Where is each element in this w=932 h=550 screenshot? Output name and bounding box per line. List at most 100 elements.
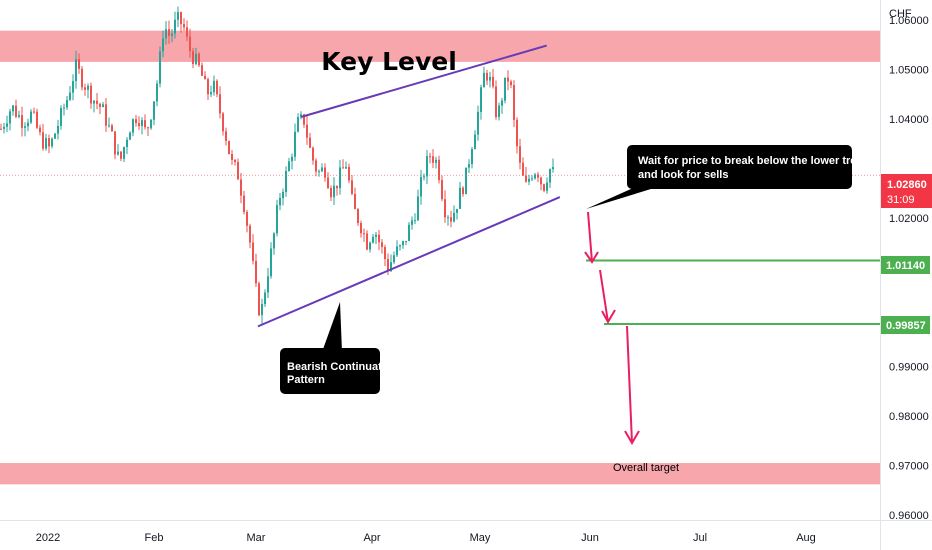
candle-body <box>309 137 311 148</box>
candle-body <box>264 292 266 305</box>
candle-body <box>96 100 98 104</box>
candle-body <box>426 156 428 177</box>
candle-body <box>465 167 467 195</box>
candle-body <box>543 184 545 191</box>
candle-body <box>252 242 254 261</box>
candle-body <box>366 233 368 250</box>
candle-body <box>66 99 68 108</box>
candle-body <box>294 131 296 157</box>
breakout-callout-box <box>627 145 852 189</box>
candle-body <box>204 75 206 80</box>
candle-body <box>297 117 299 132</box>
price-axis[interactable]: CHF 1.06000 1.05000 1.04000 1.02000 0.99000 0… <box>880 0 932 550</box>
last-price-countdown: 31:09 <box>887 194 915 206</box>
price-tick-2: 1.04000 <box>889 114 929 126</box>
candle-body <box>435 159 437 163</box>
breakout-note-line-1: Wait for price to break below the lower … <box>638 155 889 167</box>
candle-body <box>3 126 5 129</box>
breakout-note-line-2: and look for sells <box>638 169 728 181</box>
candle-body <box>267 276 269 293</box>
candle-body <box>63 107 65 109</box>
candle-body <box>381 242 383 248</box>
upper-trendline[interactable] <box>301 44 547 118</box>
candle-body <box>333 185 335 198</box>
candle-body <box>456 208 458 213</box>
candle-body <box>210 92 212 95</box>
candle-body <box>18 115 20 117</box>
candle-body <box>201 65 203 76</box>
candle-body <box>237 162 239 180</box>
arrow-2-shaft <box>599 269 609 323</box>
candle-body <box>216 80 218 95</box>
candle-body <box>342 167 344 169</box>
candle-body <box>195 53 197 64</box>
candle-body <box>225 131 227 141</box>
candle-body <box>402 241 404 246</box>
candle-body <box>285 171 287 193</box>
pattern-callout-box <box>280 348 380 394</box>
plot-area[interactable]: Key Level Overall target Wait for price … <box>0 0 889 520</box>
candle-body <box>99 103 101 108</box>
candle-body <box>321 167 323 172</box>
overall-target-label: Overall target <box>613 462 679 474</box>
candle-body <box>117 151 119 155</box>
arrow-3-head <box>624 430 640 445</box>
candle-body <box>411 220 413 225</box>
candle-body <box>156 83 158 102</box>
x-label-apr: Apr <box>363 532 380 544</box>
target-level-2-tag <box>881 316 930 334</box>
price-tick-1: 1.05000 <box>889 64 929 76</box>
candle-body <box>192 51 194 64</box>
candle-body <box>231 154 233 160</box>
pattern-callout[interactable]: Bearish Continuation Pattern <box>280 302 399 394</box>
candle-body <box>135 119 137 124</box>
candle-body <box>369 242 371 250</box>
candle-body <box>144 120 146 128</box>
candle-body <box>525 175 527 182</box>
projection-arrows <box>584 211 640 445</box>
candle-body <box>33 111 35 113</box>
candle-body <box>501 100 503 106</box>
candle-body <box>159 51 161 84</box>
candle-body <box>249 225 251 243</box>
candle-body <box>177 12 179 20</box>
candle-body <box>162 38 164 52</box>
candle-body <box>132 119 134 133</box>
candle-body <box>492 76 494 87</box>
price-tick-5: 0.98000 <box>889 411 929 423</box>
candle-body <box>306 124 308 138</box>
candle-body <box>120 151 122 159</box>
candle-body <box>213 80 215 93</box>
candle-body <box>279 197 281 206</box>
candle-body <box>93 100 95 104</box>
arrow-1-head <box>584 251 599 264</box>
lower-trendline[interactable] <box>257 196 561 328</box>
arrow-3-shaft <box>626 325 633 444</box>
candle-body <box>330 188 332 198</box>
arrow-2-head <box>601 309 616 325</box>
candle-body <box>123 147 125 159</box>
candle-body <box>57 125 59 134</box>
candle-body <box>258 283 260 316</box>
x-label-jun: Jun <box>581 532 599 544</box>
candle-body <box>219 94 221 114</box>
time-axis[interactable]: 2022 Feb Mar Apr May Jun Jul Aug <box>0 520 932 545</box>
candle-body <box>270 248 272 277</box>
candle-body <box>351 180 353 194</box>
last-price-tag <box>881 174 932 208</box>
target-level-1-value: 1.01140 <box>886 260 925 272</box>
candle-body <box>441 180 443 200</box>
candle-body <box>78 59 80 69</box>
candle-body <box>114 131 116 155</box>
candles <box>0 6 554 324</box>
candle-body <box>60 108 62 126</box>
breakout-callout[interactable]: Wait for price to break below the lower … <box>586 145 889 209</box>
candle-body <box>432 156 434 163</box>
candle-body <box>396 246 398 256</box>
candle-body <box>477 111 479 135</box>
candle-body <box>495 86 497 118</box>
candle-body <box>12 105 14 112</box>
candle-body <box>15 105 17 117</box>
candle-body <box>324 167 326 178</box>
